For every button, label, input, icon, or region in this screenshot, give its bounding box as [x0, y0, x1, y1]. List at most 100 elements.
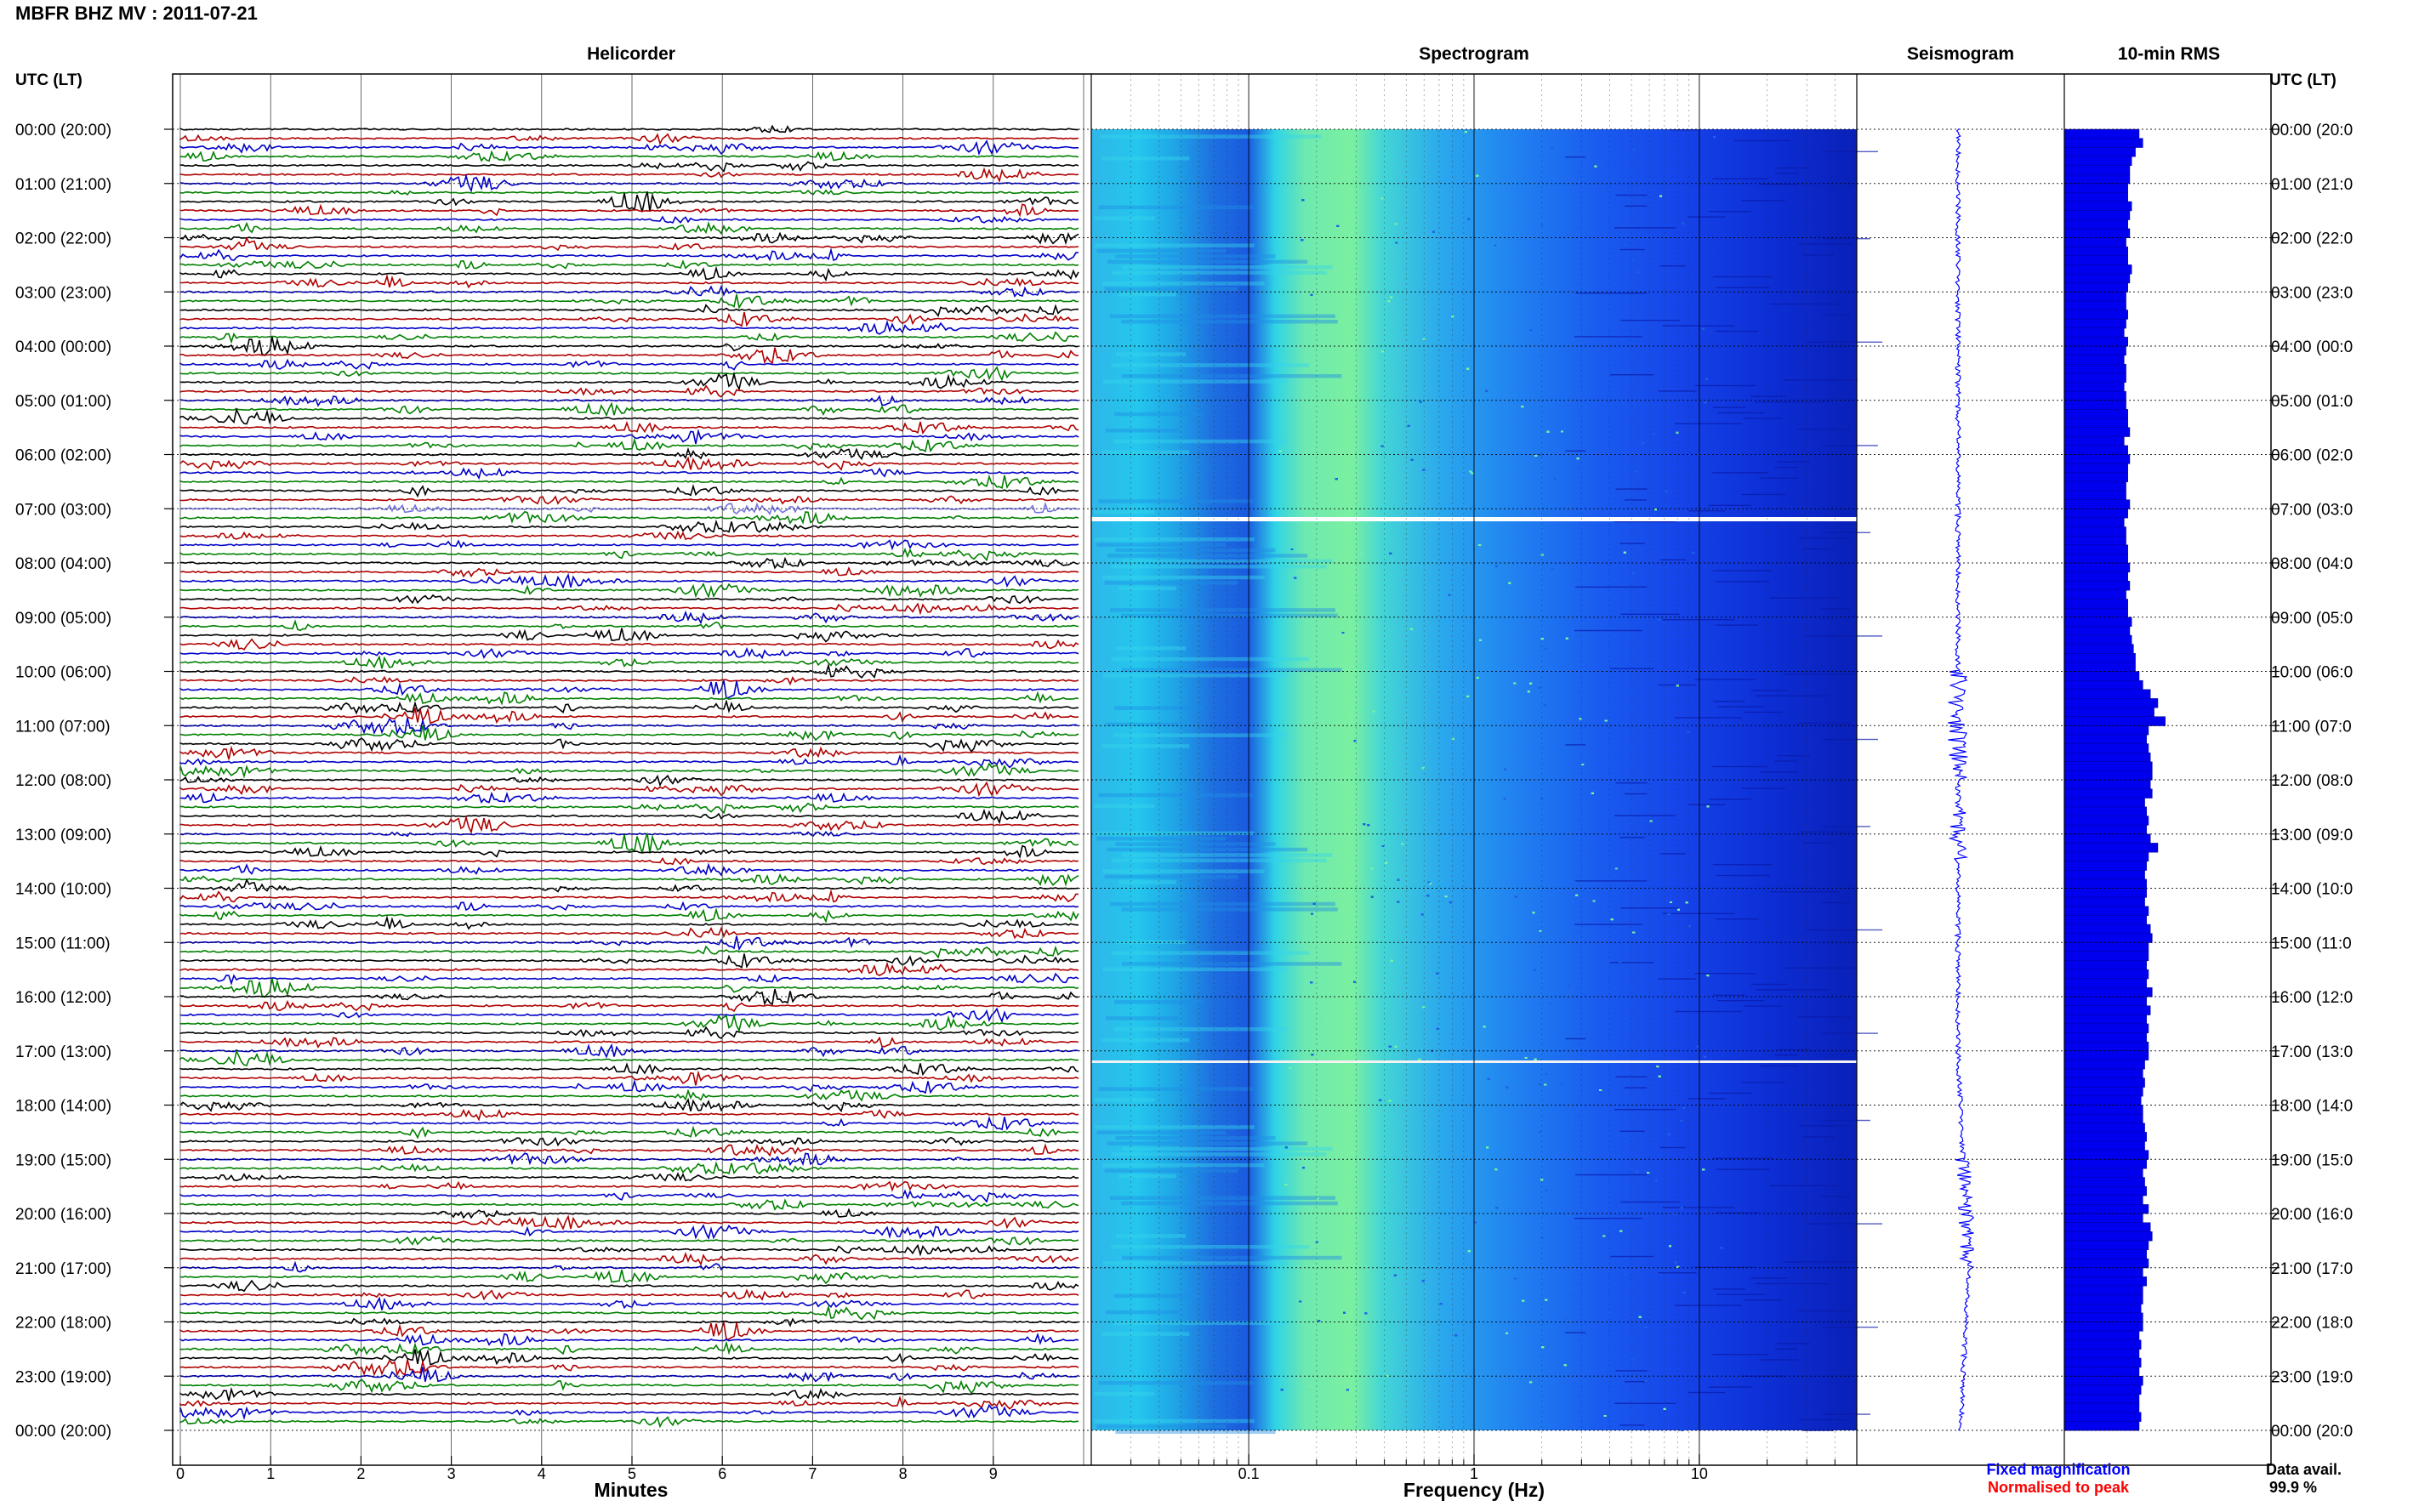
rms-bar	[2063, 1041, 2149, 1052]
helicorder-trace	[179, 907, 1079, 924]
right-axis-label: UTC (LT)	[2269, 71, 2336, 89]
helicorder-trace	[179, 1214, 1079, 1231]
spectrogram-speckle	[1565, 637, 1568, 639]
spectrogram-speckle	[1685, 901, 1688, 904]
spectrogram-speckle	[1673, 1213, 1676, 1215]
helicorder-trace	[179, 873, 1079, 887]
spectrogram-speckle	[1494, 244, 1497, 247]
spectrogram-speckle	[1290, 549, 1294, 550]
spectrogram-speckle	[1514, 895, 1517, 898]
spectrogram-speckle	[1551, 147, 1554, 150]
spectrogram-streak	[1113, 733, 1288, 737]
spectrogram-streak	[1798, 831, 1852, 833]
right-time-label: 23:00 (19:0	[2271, 1368, 2353, 1386]
helicorder-trace	[179, 519, 1079, 534]
rms-bar	[2063, 870, 2145, 880]
rms-bar	[2063, 1339, 2142, 1350]
spectrogram-streak	[1688, 1098, 1726, 1100]
rms-bar	[2063, 201, 2132, 212]
right-time-label: 06:00 (02:0	[2271, 447, 2353, 465]
rms-bar	[2063, 436, 2125, 446]
rms-bar	[2063, 725, 2149, 736]
spectrogram-streak	[1574, 336, 1642, 338]
spectrogram-speckle	[1364, 1312, 1368, 1315]
rms-bar	[2063, 1204, 2149, 1214]
rms-bar	[2063, 1394, 2140, 1404]
left-time-label: 15:00 (11:00)	[15, 935, 111, 952]
data-availability-value: 99.9 %	[2269, 1479, 2317, 1496]
spectrogram-speckle	[1318, 1097, 1320, 1100]
rms-panel	[2063, 128, 2166, 1431]
spectrogram-speckle	[1568, 1119, 1571, 1122]
left-time-label: 16:00 (12:00)	[15, 989, 111, 1007]
spectrogram-streak	[1115, 842, 1276, 846]
spectrogram-speckle	[1602, 910, 1606, 912]
spectrogram-streak	[1121, 907, 1338, 912]
helicorder-trace	[179, 395, 1079, 407]
spectrogram-speckle	[1608, 593, 1611, 595]
spectrogram-speckle	[1705, 378, 1708, 380]
spectrogram-streak	[1094, 1418, 1255, 1424]
spectrogram-streak	[1658, 978, 1697, 980]
spectrogram-speckle	[1544, 647, 1547, 650]
spectrogram-streak	[1575, 1174, 1648, 1176]
spectrogram-streak	[1802, 1136, 1834, 1138]
helicorder-trace	[179, 1296, 1079, 1310]
rms-bar	[2063, 219, 2129, 230]
rms-bar	[2063, 210, 2131, 220]
helicorder-trace	[179, 1340, 1079, 1356]
spectrogram-streak	[1798, 1418, 1852, 1421]
spectrogram-speckle	[1367, 824, 1370, 827]
spectrogram-streak	[1101, 450, 1190, 455]
spectrogram-streak	[1115, 1234, 1187, 1238]
left-time-label: 01:00 (21:00)	[15, 176, 111, 194]
rms-bar	[2063, 1376, 2143, 1386]
spectrogram-speckle	[1278, 450, 1282, 452]
rms-bar	[2063, 544, 2129, 554]
spectrogram-speckle	[1410, 458, 1414, 461]
spectrogram-streak	[1610, 668, 1654, 669]
spectrogram-speckle	[1326, 1020, 1329, 1022]
spectrogram-speckle	[1545, 1189, 1548, 1191]
rms-bar	[2063, 996, 2148, 1007]
spectrogram-speckle	[1534, 1058, 1537, 1060]
spectrogram-streak	[1674, 1010, 1742, 1013]
spectrogram-streak	[1806, 635, 1883, 637]
right-time-label: 03:00 (23:0	[2271, 284, 2353, 302]
rms-bar	[2063, 969, 2149, 980]
spectrogram-streak	[1619, 248, 1645, 251]
rms-bar	[2063, 318, 2126, 329]
left-time-label: 11:00 (07:00)	[15, 718, 111, 736]
spectrogram-streak	[1115, 352, 1187, 356]
helicorder-trace	[179, 467, 1079, 480]
spectrogram-streak	[1575, 880, 1648, 882]
spectrogram-streak	[1115, 548, 1276, 553]
helicorder-trace	[179, 978, 1079, 998]
rms-bar	[2063, 915, 2148, 925]
helicorder-trace	[179, 337, 1079, 357]
minute-axis: 0 1 2 3 4 5 6 7 8 9	[176, 1456, 998, 1482]
spectrogram-streak	[1110, 314, 1335, 319]
spectrogram-speckle	[1427, 881, 1431, 884]
helicorder-trace	[179, 1269, 1079, 1285]
helicorder-trace	[179, 1089, 1079, 1102]
spectrogram-streak	[1750, 395, 1787, 397]
helicorder-trace	[179, 781, 1079, 798]
helicorder-trace	[179, 220, 1079, 236]
spectrogram-speckle	[1422, 1006, 1426, 1009]
spectrogram-streak	[1625, 499, 1648, 501]
rms-bar	[2063, 1159, 2148, 1169]
spectrogram-speckle	[1713, 136, 1716, 139]
helicorder-trace	[179, 1304, 1079, 1321]
left-time-label: 04:00 (00:00)	[15, 338, 111, 356]
spectrogram-streak	[1118, 880, 1176, 884]
right-time-labels: 00:00 (20:0 01:00 (21:0 02:00 (22:0 03:00 (…	[2271, 122, 2353, 1441]
spectrogram-speckle	[1494, 1168, 1498, 1171]
spectrogram-streak	[1708, 1092, 1752, 1094]
spectrogram-streak	[1783, 967, 1858, 969]
spectrogram-speckle	[1315, 1241, 1318, 1243]
spectrogram-streak	[1115, 1430, 1276, 1435]
spectrogram-speckle	[1701, 327, 1705, 330]
spectrogram-speckle	[1527, 691, 1530, 693]
spectrogram-streak	[1658, 1272, 1697, 1274]
